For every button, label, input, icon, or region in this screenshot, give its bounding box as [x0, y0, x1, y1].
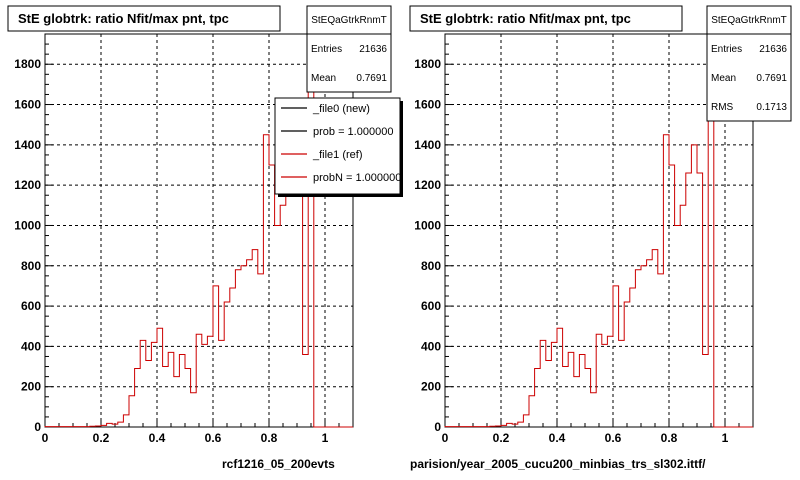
stats-value: 0.7691 — [356, 73, 387, 84]
stats-label: Entries — [711, 44, 742, 55]
legend-box — [274, 97, 401, 195]
title-box — [409, 5, 683, 32]
x-axis-label: parision/year_2005_cucu200_minbias_trs_s… — [410, 457, 706, 471]
grid — [444, 34, 753, 428]
stats-value: 21636 — [759, 44, 787, 55]
y-tick-label: 1600 — [414, 98, 441, 112]
y-tick-label: 0 — [434, 420, 441, 434]
y-tick-label: 1800 — [14, 57, 41, 71]
x-tick-label: 0.8 — [261, 431, 278, 445]
plot-frame — [444, 33, 754, 428]
chart-title: StE globtrk: ratio Nfit/max pnt, tpc — [18, 11, 229, 26]
stats-label: RMS — [711, 102, 734, 113]
x-tick-label: 1 — [322, 431, 329, 445]
y-tick-label: 1200 — [14, 178, 41, 192]
y-tick-label: 1200 — [414, 178, 441, 192]
legend-label: _file1 (ref) — [312, 149, 363, 161]
y-tick-label: 200 — [421, 380, 441, 394]
histogram-panel-1: 0 0.2 0.4 0.6 0.8 1 0 200 400 600 800 1000 1200 1400 1… — [7, 5, 403, 471]
y-tick-label: 800 — [21, 259, 41, 273]
x-tick-label: 0.8 — [661, 431, 678, 445]
y-tick-label: 400 — [421, 339, 441, 353]
legend-label: probN = 1.000000 — [313, 172, 401, 184]
y-tick-label: 800 — [421, 259, 441, 273]
y-tick-label: 600 — [21, 299, 41, 313]
stats-box — [706, 5, 792, 122]
x-tick-label: 0.6 — [205, 431, 222, 445]
title-box — [7, 5, 281, 32]
x-tick-label: 0.4 — [149, 431, 166, 445]
stats-label: Entries — [311, 44, 342, 55]
histogram-panel-2: 0 0.2 0.4 0.6 0.8 1 0 200 400 600 800 1000 1200 1400 1… — [409, 5, 792, 471]
stats-value: 21636 — [359, 44, 387, 55]
y-tick-label: 1600 — [14, 98, 41, 112]
x-tick-label: 0 — [42, 431, 49, 445]
x-axis-label: rcf1216_05_200evts — [222, 457, 335, 471]
stats-box — [306, 5, 392, 93]
stats-name: StEQaGtrkRnmT — [311, 15, 387, 26]
y-tick-label: 1400 — [414, 138, 441, 152]
y-tick-label: 1000 — [414, 218, 441, 232]
x-tick-label: 0.2 — [93, 431, 110, 445]
stats-name: StEQaGtrkRnmT — [711, 15, 787, 26]
chart-title: StE globtrk: ratio Nfit/max pnt, tpc — [420, 11, 631, 26]
y-tick-label: 1800 — [414, 57, 441, 71]
x-tick-label: 0.4 — [549, 431, 566, 445]
x-tick-label: 0 — [442, 431, 449, 445]
plot-frame — [44, 33, 354, 428]
x-tick-label: 0.2 — [493, 431, 510, 445]
stats-label: Mean — [711, 73, 736, 84]
x-tick-label: 1 — [722, 431, 729, 445]
legend-label: _file0 (new) — [312, 103, 370, 115]
y-tick-label: 400 — [21, 339, 41, 353]
legend-label: prob = 1.000000 — [313, 126, 393, 138]
y-tick-label: 1000 — [14, 218, 41, 232]
stats-value: 0.1713 — [756, 102, 787, 113]
stats-value: 0.7691 — [756, 73, 787, 84]
stats-label: Mean — [311, 73, 336, 84]
histogram-series — [444, 53, 753, 428]
y-tick-label: 600 — [421, 299, 441, 313]
y-tick-label: 0 — [34, 420, 41, 434]
y-tick-label: 1400 — [14, 138, 41, 152]
x-tick-label: 0.6 — [605, 431, 622, 445]
y-tick-label: 200 — [21, 380, 41, 394]
